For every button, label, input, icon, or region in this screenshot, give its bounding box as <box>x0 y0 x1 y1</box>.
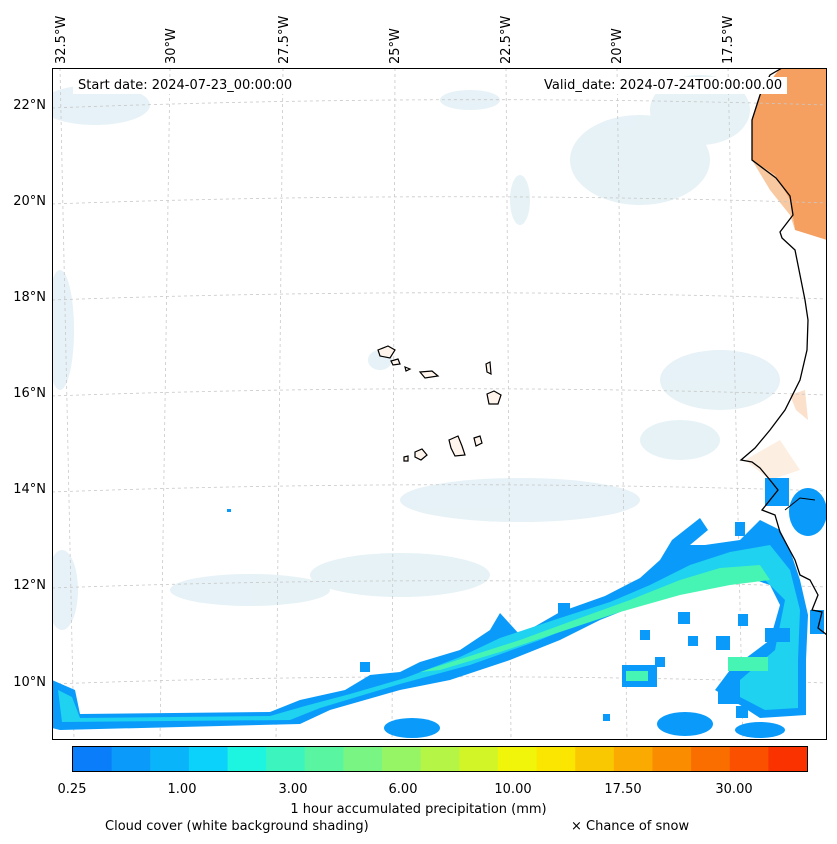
precip-cell <box>655 657 665 667</box>
precip-cell <box>678 612 690 624</box>
precip-cell <box>738 614 748 626</box>
colorbar-frame <box>72 746 808 772</box>
precip-cell <box>360 662 370 672</box>
precip-cell <box>789 488 827 536</box>
lon-label: 17.5°W <box>721 15 736 64</box>
precip-cell <box>688 636 698 646</box>
colorbar-tick-label: 17.50 <box>604 782 642 797</box>
colorbar-swatch <box>729 747 769 771</box>
colorbar-title: 1 hour accumulated precipitation (mm) <box>290 802 547 817</box>
colorbar-swatch <box>266 747 306 771</box>
colorbar-tick-label: 1.00 <box>167 782 197 797</box>
precip-cell <box>765 628 790 642</box>
lat-label: 20°N <box>13 194 46 209</box>
africa-coastline <box>739 68 827 636</box>
colorbar-swatch <box>420 747 460 771</box>
colorbar-tick-label: 6.00 <box>388 782 418 797</box>
colorbar-tick-label: 3.00 <box>278 782 308 797</box>
colorbar-swatch <box>111 747 151 771</box>
colorbar-swatch <box>188 747 229 771</box>
lat-label: 18°N <box>13 290 46 305</box>
land-shading <box>745 68 827 480</box>
lat-label: 22°N <box>13 98 46 113</box>
precip-cell <box>735 722 785 738</box>
snow-legend: × Chance of snow <box>571 819 690 834</box>
colorbar-swatch <box>150 747 190 771</box>
precipitation-field <box>52 478 827 738</box>
lat-label: 14°N <box>13 482 46 497</box>
colorbar-swatch <box>652 747 692 771</box>
precip-cell <box>657 712 713 736</box>
cape-verde-islands <box>377 345 502 462</box>
precip-band-mid <box>58 545 800 722</box>
colorbar-swatch <box>536 747 576 771</box>
colorbar-swatch <box>575 747 615 771</box>
lon-label: 30°W <box>164 28 179 64</box>
colorbar-swatch <box>227 747 267 771</box>
colorbar-swatch <box>304 747 344 771</box>
colorbar-swatch <box>459 747 499 771</box>
lon-label: 20°W <box>610 28 625 64</box>
precip-cell <box>227 509 231 512</box>
colorbar-tick-label: 10.00 <box>494 782 532 797</box>
precip-cell <box>716 636 730 650</box>
cloud-cover-legend: Cloud cover (white background shading) <box>105 819 369 834</box>
graticule <box>52 68 827 740</box>
lat-label: 10°N <box>13 675 46 690</box>
colorbar-swatch <box>768 747 808 771</box>
precip-cell <box>384 718 440 738</box>
precip-cell <box>558 603 570 613</box>
valid-date-label: Valid_date: 2024-07-24T00:00:00.00 <box>539 77 788 94</box>
precipitation-colorbar <box>73 747 808 771</box>
coast-gambia <box>784 497 816 511</box>
precip-cell <box>736 706 748 718</box>
colorbar-swatch <box>73 747 113 771</box>
lon-label: 22.5°W <box>499 15 514 64</box>
colorbar-swatch <box>691 747 731 771</box>
cloud-cover-shading <box>52 75 780 630</box>
colorbar-swatch <box>497 747 538 771</box>
lon-label: 27.5°W <box>277 15 292 64</box>
colorbar-swatch <box>343 747 383 771</box>
colorbar-swatch <box>382 747 422 771</box>
precip-cell <box>603 714 610 721</box>
precip-band-inner <box>420 565 770 672</box>
precip-cell <box>735 522 745 536</box>
precip-cell <box>718 686 740 704</box>
colorbar-tick-label: 30.00 <box>715 782 753 797</box>
start-date-label: Start date: 2024-07-23_00:00:00 <box>73 77 298 94</box>
map-frame <box>52 68 827 740</box>
precip-cell <box>640 630 650 640</box>
colorbar-swatch <box>613 747 653 771</box>
lat-label: 12°N <box>13 578 46 593</box>
lon-label: 32.5°W <box>54 15 69 64</box>
lat-label: 16°N <box>13 386 46 401</box>
colorbar-tick-label: 0.25 <box>57 782 87 797</box>
lon-label: 25°W <box>388 28 403 64</box>
